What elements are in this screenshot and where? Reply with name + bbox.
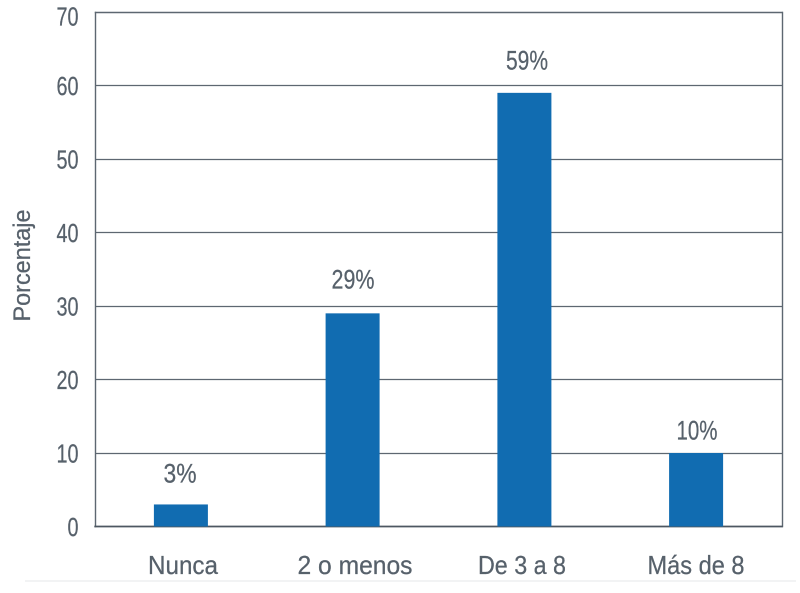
svg-text:0: 0 (68, 512, 79, 542)
svg-text:Porcentaje: Porcentaje (9, 210, 36, 322)
svg-text:3%: 3% (164, 459, 197, 489)
svg-text:29%: 29% (332, 265, 375, 295)
svg-text:10%: 10% (677, 416, 718, 446)
svg-text:2 o menos: 2 o menos (298, 550, 413, 580)
svg-text:30: 30 (57, 291, 79, 321)
svg-text:20: 20 (57, 365, 79, 395)
svg-text:De 3 a 8: De 3 a 8 (478, 550, 566, 580)
svg-text:Más de 8: Más de 8 (648, 550, 745, 580)
svg-text:40: 40 (57, 218, 79, 248)
svg-text:60: 60 (57, 71, 79, 101)
svg-text:10: 10 (57, 438, 79, 468)
svg-text:59%: 59% (506, 46, 548, 76)
svg-text:70: 70 (57, 2, 79, 32)
svg-text:50: 50 (57, 144, 79, 174)
svg-text:Nunca: Nunca (148, 550, 219, 580)
